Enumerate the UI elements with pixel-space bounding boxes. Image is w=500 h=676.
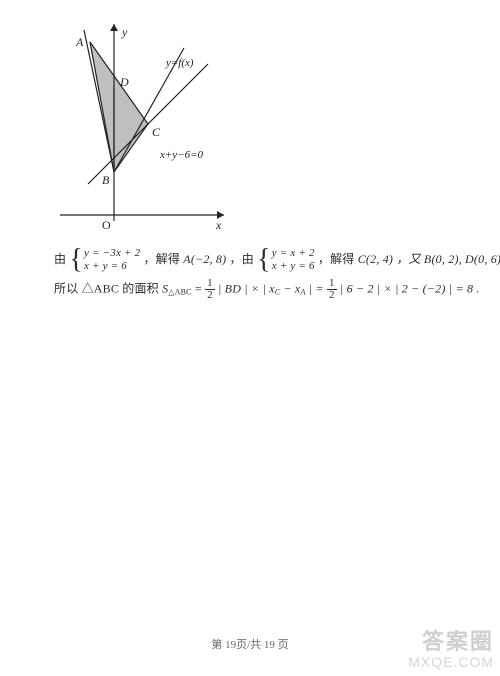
text-you-1: 由 (54, 252, 66, 266)
svg-text:O: O (102, 218, 111, 232)
fraction-half-1: 1 2 (205, 278, 215, 301)
geometry-figure: y x O A B C Dy=f(x) x+y−6=0 (48, 20, 248, 240)
page: y x O A B C Dy=f(x) x+y−6=0 由 { y = −3x + 2 x +… (0, 0, 500, 676)
svg-text:B: B (102, 173, 110, 187)
fraction-half-2: 1 2 (327, 278, 337, 301)
svg-text:y: y (121, 25, 128, 39)
svg-text:A: A (75, 35, 84, 49)
svg-text:y=f(x): y=f(x) (165, 57, 194, 69)
svg-text:D: D (119, 75, 129, 89)
solution-line-1: 由 { y = −3x + 2 x + y = 6 ，解得 A(−2, 8) ，… (54, 246, 452, 274)
solution-line-2: 所以 △ABC 的面积 S△ABC = 1 2 | BD | × | xC − … (54, 278, 452, 301)
watermark: 答案圈 MXQE.COM (408, 624, 494, 670)
figure-svg: y x O A B C Dy=f(x) x+y−6=0 (48, 20, 248, 240)
svg-text:x: x (215, 218, 222, 232)
svg-text:x+y−6=0: x+y−6=0 (159, 149, 204, 161)
svg-text:C: C (152, 125, 161, 139)
system-1: { y = −3x + 2 x + y = 6 (69, 246, 140, 274)
system-2: { y = x + 2 x + y = 6 (257, 246, 315, 274)
watermark-text-url: MXQE.COM (408, 654, 494, 670)
watermark-text-cn: 答案圈 (408, 624, 494, 656)
